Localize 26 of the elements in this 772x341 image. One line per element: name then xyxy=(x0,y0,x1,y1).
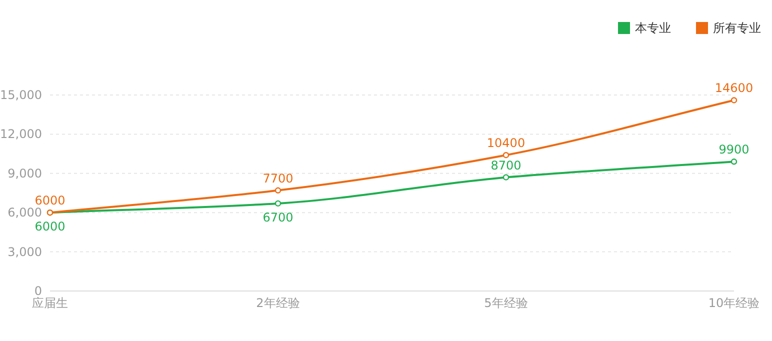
data-label: 10400 xyxy=(486,136,526,150)
legend-label: 所有专业 xyxy=(713,21,761,35)
data-label: 7700 xyxy=(262,171,294,186)
y-tick-label: 12,000 xyxy=(0,127,42,142)
data-label: 8700 xyxy=(490,158,522,172)
y-tick-label: 9,000 xyxy=(8,166,42,180)
y-tick-label: 0 xyxy=(34,284,42,298)
data-label: 14600 xyxy=(714,81,754,96)
x-tick-label: 应届生 xyxy=(32,296,68,310)
data-label: 6000 xyxy=(34,194,66,208)
y-tick-label: 6,000 xyxy=(8,206,42,220)
point xyxy=(274,200,282,207)
x-tick-label: 10年经验 xyxy=(708,296,760,310)
point xyxy=(730,158,738,165)
x-tick-label: 2年经验 xyxy=(256,296,300,310)
data-label: 9900 xyxy=(718,142,750,157)
point xyxy=(730,97,738,104)
legend-label: 本专业 xyxy=(635,21,671,35)
data-label: 6000 xyxy=(34,220,66,234)
data-label: 6700 xyxy=(262,210,294,224)
point xyxy=(502,152,510,158)
point xyxy=(502,174,510,180)
y-tick-label: 15,000 xyxy=(0,88,42,102)
y-tick-label: 3,000 xyxy=(8,244,42,259)
x-tick-label: 5年经验 xyxy=(484,296,528,310)
point xyxy=(274,187,282,194)
